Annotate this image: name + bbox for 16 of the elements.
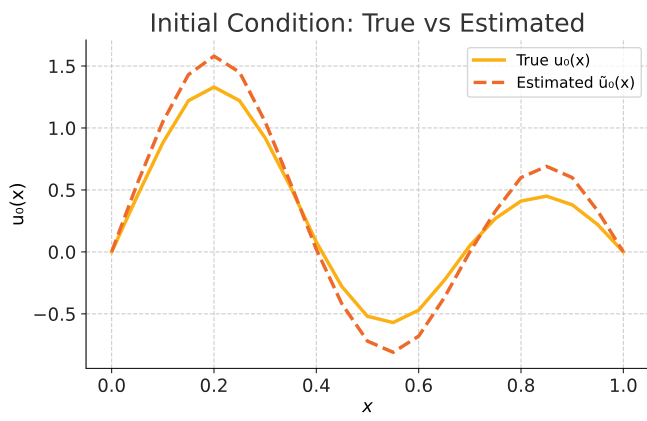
x-axis-title: x: [362, 402, 373, 412]
y-tick-label: −0.5: [34, 307, 75, 321]
x-tick-label: 0.4: [303, 378, 330, 392]
legend-label: True u₀(x): [516, 54, 590, 68]
legend-label: Estimated ũ₀(x): [518, 76, 634, 90]
y-tick-label: 1.5: [50, 60, 75, 74]
x-tick-label: 0.0: [98, 378, 125, 392]
x-tick-label: 0.8: [508, 378, 534, 392]
x-tick-label: 0.2: [200, 378, 227, 392]
y-axis-title: u₀(x): [9, 184, 26, 224]
y-tick-label: 1.0: [50, 121, 76, 136]
y-tick-label: 0.5: [48, 183, 75, 198]
chart-title: Initial Condition: True vs Estimated: [152, 12, 584, 32]
y-tick-label: 0.0: [48, 245, 76, 260]
x-tick-label: 1.0: [610, 378, 637, 392]
x-tick-label: 0.6: [406, 378, 432, 392]
